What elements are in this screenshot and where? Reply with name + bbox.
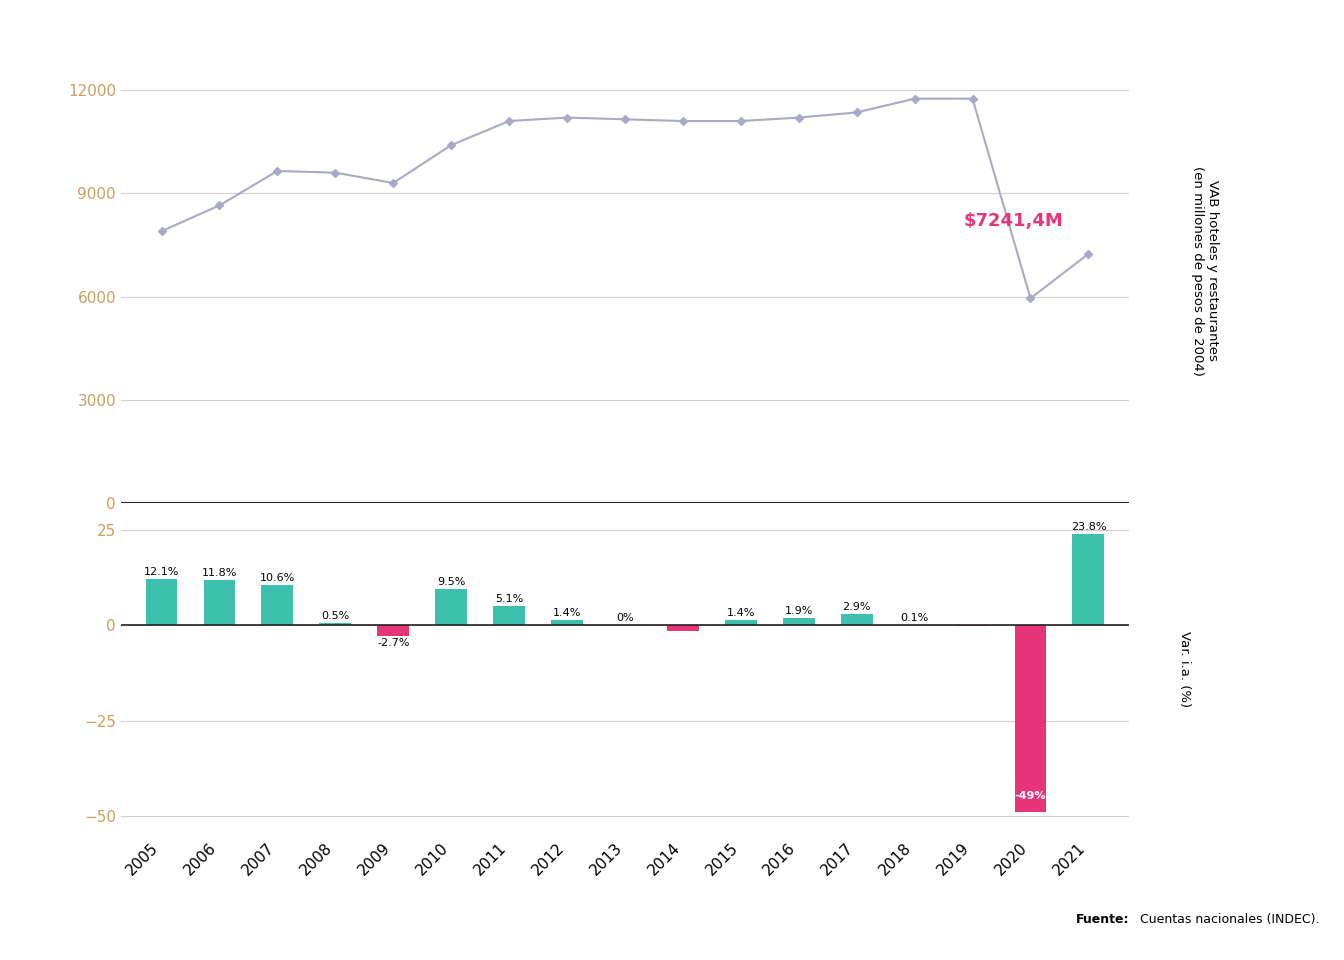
Bar [724, 620, 757, 625]
Text: 23.8%: 23.8% [1071, 522, 1106, 532]
Bar [203, 580, 235, 625]
Text: -49%: -49% [1015, 791, 1046, 801]
Bar [493, 606, 526, 625]
Text: 2.9%: 2.9% [843, 602, 871, 612]
Text: 9.5%: 9.5% [437, 577, 465, 587]
Text: -2.7%: -2.7% [376, 637, 410, 648]
Text: 1.4%: 1.4% [552, 608, 581, 617]
Text: 1.4%: 1.4% [727, 608, 755, 617]
Y-axis label: VAB hoteles y restaurantes
(en millones de pesos de 2004): VAB hoteles y restaurantes (en millones … [1191, 166, 1219, 375]
Text: 0.5%: 0.5% [321, 612, 349, 621]
Text: $7241,4M: $7241,4M [964, 212, 1063, 229]
Text: 0.1%: 0.1% [900, 612, 929, 623]
Bar [378, 625, 409, 636]
Text: 11.8%: 11.8% [202, 568, 237, 578]
Bar [435, 589, 468, 625]
Text: Fuente:: Fuente: [1075, 913, 1129, 926]
Text: 10.6%: 10.6% [259, 572, 294, 583]
Y-axis label: Var. i.a. (%): Var. i.a. (%) [1179, 631, 1192, 708]
Text: 12.1%: 12.1% [144, 566, 179, 577]
Bar [667, 625, 699, 631]
Bar [782, 618, 814, 625]
Text: 0%: 0% [616, 613, 634, 623]
Text: Cuentas nacionales (INDEC).: Cuentas nacionales (INDEC). [1136, 913, 1320, 926]
Bar [1015, 625, 1047, 812]
Bar [262, 585, 293, 625]
Text: 5.1%: 5.1% [495, 593, 523, 604]
Bar [1073, 535, 1105, 625]
Text: 1.9%: 1.9% [785, 606, 813, 615]
Bar [551, 620, 583, 625]
Bar [841, 614, 872, 625]
Bar [320, 623, 351, 625]
Bar [145, 579, 177, 625]
